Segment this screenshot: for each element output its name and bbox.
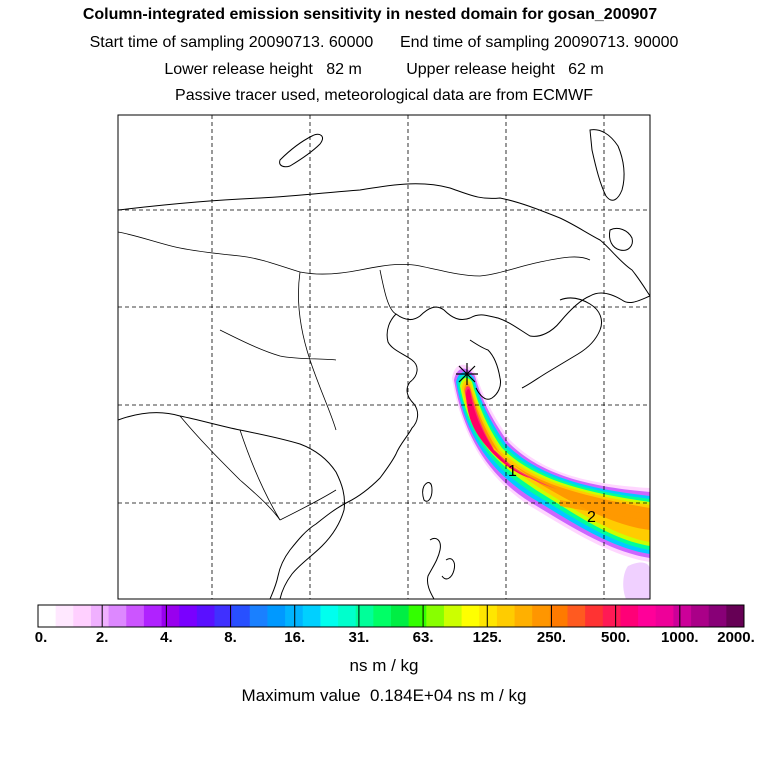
sampling-times: Start time of sampling 20090713. 60000 E… xyxy=(89,34,679,51)
trajectory-label-2: 2 xyxy=(587,509,596,526)
coastline-korea xyxy=(469,339,501,400)
coastline-hokkaido xyxy=(609,227,633,251)
colorbar-tick-label: 63. xyxy=(412,629,434,646)
plot-title: Column-integrated emission sensitivity i… xyxy=(82,6,658,23)
map-frame xyxy=(117,114,651,600)
coastline-lake-baikal xyxy=(279,133,323,168)
release-site-asterisk xyxy=(456,363,478,385)
coastline-japan xyxy=(521,297,603,389)
coastline-mainland xyxy=(118,183,650,297)
colorbar-tick-label: 0. xyxy=(34,629,48,646)
colorbar-tick-label: 2000. xyxy=(717,629,755,646)
coastline-sakhalin xyxy=(589,129,625,201)
colorbar-tick-label: 125. xyxy=(472,629,502,646)
plume-spot-southeast xyxy=(623,562,650,599)
colorbar-tick-label: 4. xyxy=(160,629,173,646)
plume-layer-magenta xyxy=(466,389,530,478)
country-borders xyxy=(118,231,591,521)
coastline-taiwan xyxy=(422,482,433,502)
coastline-indochina xyxy=(118,412,345,599)
colorbar-tick-label: 2. xyxy=(95,629,109,646)
colorbar-tick-label: 500. xyxy=(601,629,631,646)
colorbar-tick-label: 1000. xyxy=(661,629,699,646)
coastline-east-china xyxy=(269,292,650,599)
emission-plume xyxy=(452,364,650,599)
colorbar-tick-label: 31. xyxy=(348,629,370,646)
release-heights: Lower release height 82 m Upper release … xyxy=(164,61,604,78)
plume-core-highlight xyxy=(560,500,650,520)
colorbar-tick-label: 8. xyxy=(224,629,237,646)
coastline-philippines xyxy=(427,537,455,599)
maximum-value: Maximum value 0.184E+04 ns m / kg xyxy=(241,686,527,705)
colorbar-tick-label: 16. xyxy=(284,629,306,646)
emission-sensitivity-map: 1 2 xyxy=(117,114,651,600)
lat-lon-grid xyxy=(118,115,650,599)
trajectory-label-1: 1 xyxy=(508,463,517,480)
tracer-info: Passive tracer used, meteorological data… xyxy=(175,87,593,104)
colorbar-unit: ns m / kg xyxy=(349,656,419,675)
coastlines xyxy=(118,129,650,599)
colorbar-tick-label: 250. xyxy=(536,629,567,646)
